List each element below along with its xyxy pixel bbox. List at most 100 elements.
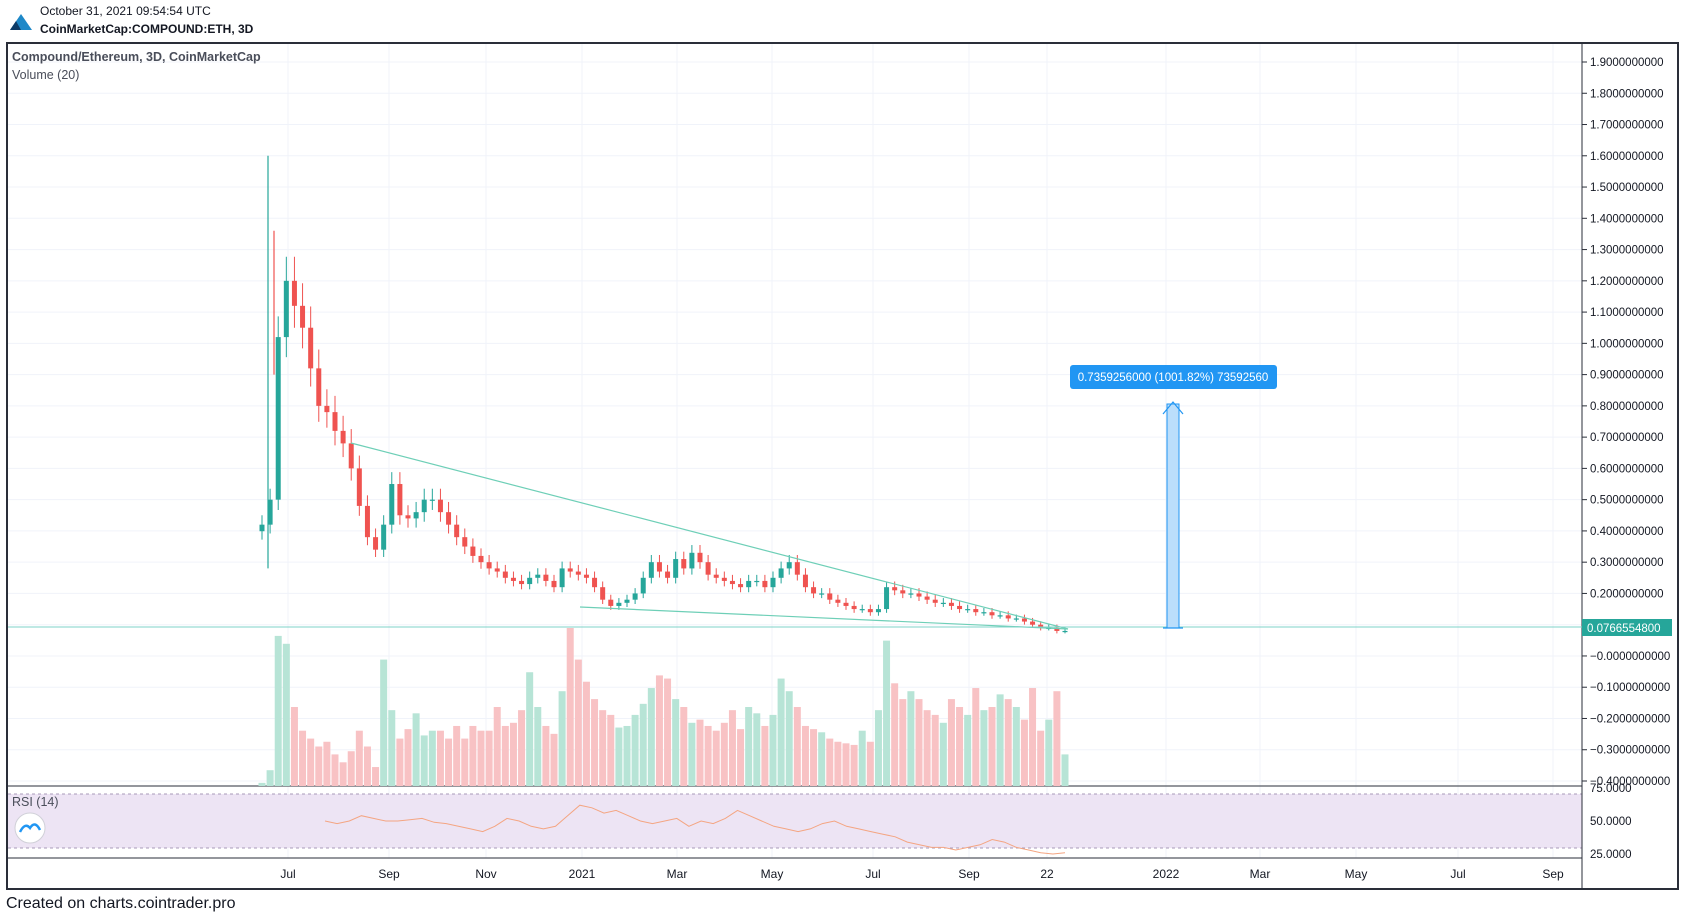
candle-body	[689, 552, 695, 569]
lower-trendline	[579, 606, 1069, 630]
measure-arrow-head	[1162, 401, 1184, 415]
candle-body	[851, 605, 857, 610]
candle-body	[308, 327, 314, 369]
volume-bar	[785, 691, 793, 786]
candle-body	[656, 562, 662, 572]
volume-bar	[493, 707, 501, 786]
candle-body	[648, 562, 654, 578]
candle-body	[283, 280, 289, 338]
candle-body	[1038, 624, 1044, 628]
volume-bar	[526, 672, 534, 786]
header-symbol: CoinMarketCap:COMPOUND:ETH, 3D	[40, 22, 254, 36]
volume-bar	[801, 725, 809, 786]
chart-grid	[8, 44, 1582, 858]
chart-title: Compound/Ethereum, 3D, CoinMarketCap	[12, 50, 261, 64]
volume-bar	[266, 770, 274, 786]
volume-bar	[518, 710, 526, 786]
candle-body	[778, 568, 784, 578]
price-tick-label: 1.1000000000	[1590, 307, 1664, 319]
price-tick-label: 1.6000000000	[1590, 151, 1664, 163]
candle-body	[997, 615, 1003, 617]
rsi-line	[324, 804, 1066, 855]
cointrader-logo-icon	[10, 14, 32, 30]
candle-body	[1062, 630, 1068, 633]
candle-body	[835, 599, 841, 603]
volume-bar	[1020, 719, 1028, 786]
volume-bar	[931, 714, 939, 786]
volume-bar	[720, 722, 728, 786]
candle-body	[957, 605, 963, 610]
time-tick-label: 2021	[569, 867, 596, 881]
volume-bar	[793, 707, 801, 786]
rsi-band	[8, 794, 1582, 848]
candle-body	[981, 612, 987, 614]
upper-trendline	[350, 442, 1069, 630]
volume-bar	[858, 730, 866, 786]
candle-body	[754, 580, 760, 583]
price-tick-label: 0.5000000000	[1590, 495, 1664, 507]
volume-bar	[501, 725, 509, 786]
rsi-tick-label: 75.0000	[1590, 783, 1632, 795]
volume-bar	[1053, 691, 1061, 786]
volume-bar	[436, 730, 444, 786]
candle-body	[632, 593, 638, 600]
candle-body	[446, 512, 452, 525]
volume-bar	[631, 714, 639, 786]
volume-bar	[874, 710, 882, 786]
candle-body	[608, 599, 614, 606]
candle-body	[1021, 618, 1027, 622]
candle-body	[875, 609, 881, 613]
candle-body	[746, 580, 752, 588]
price-tick-label: −0.2000000000	[1590, 713, 1670, 725]
candle-body	[884, 587, 890, 610]
volume-bar	[363, 746, 371, 786]
candle-body	[1005, 615, 1011, 619]
cointrader-rsi-logo-icon	[14, 812, 46, 844]
candles	[259, 155, 1068, 634]
volume-bar	[307, 738, 315, 786]
volume-bar	[891, 683, 899, 786]
volume-bar	[704, 725, 712, 786]
candle-body	[1030, 621, 1036, 625]
volume-bar	[534, 707, 542, 786]
volume-bar	[834, 741, 842, 786]
candle-body	[559, 568, 565, 588]
candle-body	[510, 577, 516, 581]
candle-body	[583, 574, 589, 578]
time-tick-label: Mar	[667, 867, 688, 881]
candle-body	[900, 590, 906, 594]
volume-bar	[680, 707, 688, 786]
measure-label-box	[1070, 365, 1277, 389]
candle-body	[551, 580, 557, 588]
candle-body	[819, 593, 825, 595]
candle-body	[681, 559, 687, 569]
volume-bar	[582, 681, 590, 786]
volume-bar	[509, 722, 517, 786]
volume-bar	[477, 730, 485, 786]
volume-bar	[850, 744, 858, 786]
candle-body	[340, 430, 346, 444]
candle-body	[786, 562, 792, 569]
candle-body	[665, 571, 671, 578]
volume-bar	[923, 710, 931, 786]
volume-bar	[615, 727, 623, 786]
volume-bar	[842, 743, 850, 786]
candle-body	[413, 512, 419, 519]
candle-body	[827, 593, 833, 600]
candle-body	[843, 602, 849, 606]
candle-body	[616, 602, 622, 606]
candle-body	[373, 537, 379, 550]
volume-bar	[258, 782, 266, 786]
volume-bar	[445, 738, 453, 786]
volume-bar	[453, 725, 461, 786]
candle-body	[924, 596, 930, 600]
time-tick-label: Sep	[958, 867, 980, 881]
candle-body	[300, 305, 306, 328]
volume-bar	[1012, 707, 1020, 786]
candle-body	[713, 574, 719, 578]
volume-bar	[372, 767, 380, 786]
volume-bar	[939, 722, 947, 786]
volume-bar	[574, 659, 582, 786]
volume-bar	[566, 628, 574, 786]
